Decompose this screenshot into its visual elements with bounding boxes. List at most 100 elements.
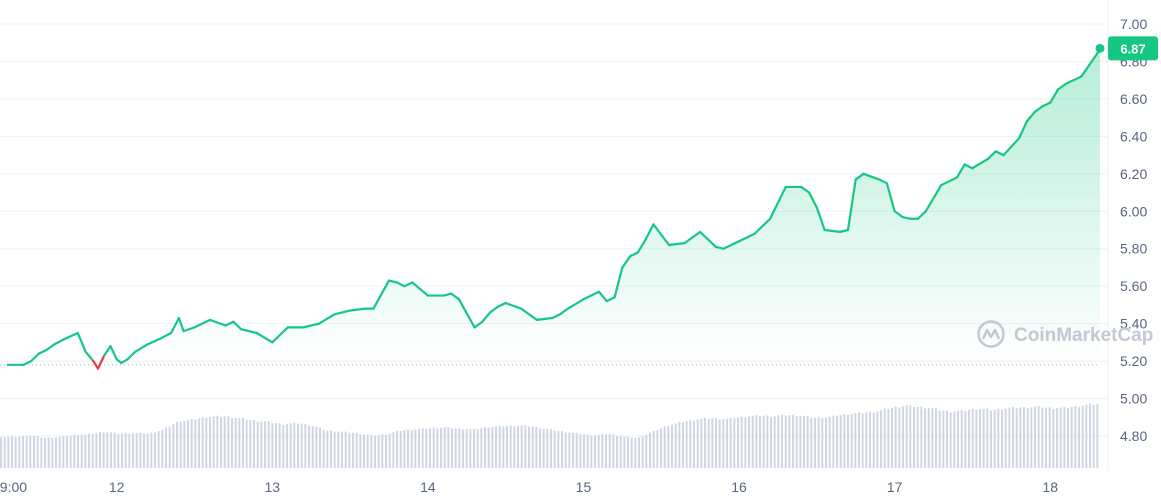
y-tick-label: 5.60	[1120, 278, 1147, 294]
volume-bar	[740, 416, 743, 468]
price-line-segment	[64, 331, 79, 340]
volume-bar	[755, 414, 758, 468]
volume-bar	[256, 421, 259, 468]
price-line-segment	[901, 215, 912, 220]
price-line-segment	[535, 316, 554, 321]
volume-bar	[113, 432, 116, 468]
price-line-segment	[159, 331, 173, 340]
volume-bar	[1067, 408, 1070, 468]
price-line-segment	[109, 345, 118, 361]
price-line-segment	[815, 206, 826, 232]
volume-bar	[253, 420, 256, 468]
volume-bar	[898, 407, 901, 468]
volume-bar	[212, 416, 215, 468]
x-axis: 19:00 12 13 14 15 16 17 18	[0, 479, 1058, 495]
volume-bar	[880, 410, 883, 468]
volume-bar	[223, 416, 226, 468]
price-line-segment	[807, 191, 818, 209]
volume-bar	[909, 405, 912, 468]
volume-bar	[216, 415, 219, 468]
volume-bar	[311, 425, 314, 468]
volume-bar	[641, 436, 644, 468]
price-line-segment	[170, 316, 181, 335]
volume-bar	[726, 419, 729, 468]
volume-bar	[176, 421, 179, 468]
volume-bar	[275, 423, 278, 468]
volume-bar	[418, 428, 421, 468]
volume-bar	[568, 432, 571, 468]
volume-bar	[106, 432, 109, 468]
volume-bar	[172, 424, 175, 468]
y-tick-label: 4.80	[1120, 428, 1147, 444]
volume-bar	[506, 426, 509, 468]
y-tick-label: 6.00	[1120, 203, 1147, 219]
price-line-segment	[177, 316, 185, 333]
price-line-segment	[84, 350, 95, 363]
volume-bar	[733, 418, 736, 468]
volume-bar	[11, 436, 14, 468]
volume-bar	[630, 437, 633, 468]
x-tick-label: 15	[576, 479, 592, 495]
price-line-segment	[706, 238, 717, 248]
volume-bar	[557, 430, 560, 468]
volume-bar	[414, 429, 417, 468]
volume-bar	[326, 430, 329, 468]
volume-bar	[572, 432, 575, 468]
volume-bar	[722, 419, 725, 468]
volume-bar	[1056, 408, 1059, 468]
volume-bar	[1015, 408, 1018, 468]
volume-bar	[1078, 406, 1081, 468]
volume-bar	[777, 415, 780, 468]
price-line-segment	[53, 337, 67, 346]
volume-bar	[671, 424, 674, 468]
volume-bar	[249, 420, 252, 468]
volume-bar	[814, 417, 817, 468]
current-price-badge	[1108, 36, 1158, 61]
x-tick-label: 16	[731, 479, 747, 495]
volume-bar	[121, 433, 124, 468]
volume-bar	[220, 416, 223, 468]
price-line-segment	[955, 163, 966, 179]
volume-bar	[806, 415, 809, 468]
volume-bar	[348, 432, 351, 468]
volume-bar	[278, 423, 281, 468]
volume-bar	[509, 425, 512, 468]
volume-bar	[1019, 407, 1022, 468]
x-tick-label: 13	[264, 479, 280, 495]
volume-bar	[564, 432, 567, 468]
volume-bar	[847, 414, 850, 468]
price-line-segment	[877, 178, 888, 185]
volume-bar	[766, 415, 769, 468]
price-line-segment	[134, 343, 149, 353]
volume-bar	[330, 430, 333, 468]
price-line-segment	[473, 320, 484, 329]
price-line-segment	[1025, 110, 1036, 123]
y-tick-label: 6.60	[1120, 91, 1147, 107]
volume-bar	[704, 417, 707, 468]
price-line-segment	[559, 307, 569, 316]
volume-bar	[682, 422, 685, 468]
volume-bar	[561, 431, 564, 468]
volume-bar	[473, 428, 476, 468]
volume-bar	[198, 418, 201, 468]
volume-bar	[667, 426, 670, 468]
volume-bar	[597, 434, 600, 468]
volume-bar	[737, 417, 740, 468]
volume-bar	[817, 417, 820, 468]
volume-bar	[168, 426, 171, 468]
volume-bar	[678, 421, 681, 468]
volume-bar	[711, 418, 714, 468]
volume-bar	[839, 415, 842, 468]
y-tick-label: 5.00	[1120, 391, 1147, 407]
volume-bars	[0, 403, 1099, 468]
y-tick-label: 7.00	[1120, 16, 1147, 32]
volume-bar	[363, 434, 366, 468]
volume-bar	[124, 433, 127, 468]
volume-bar	[157, 431, 160, 468]
volume-bar	[792, 414, 795, 468]
volume-bar	[260, 421, 263, 468]
volume-bar	[234, 418, 237, 468]
volume-bar	[990, 410, 993, 468]
price-line-segment	[37, 348, 48, 355]
volume-bar	[612, 434, 615, 468]
